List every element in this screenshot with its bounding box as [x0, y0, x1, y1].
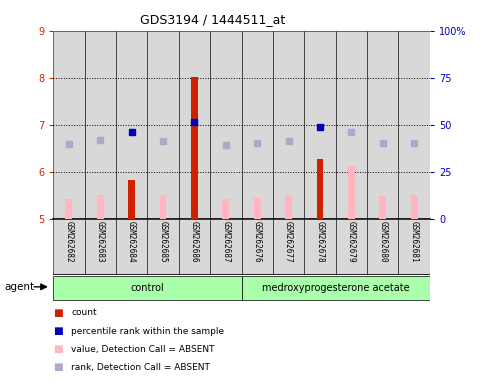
Bar: [304, 219, 336, 275]
Bar: [254, 198, 261, 219]
Bar: [367, 31, 398, 219]
Bar: [147, 31, 179, 219]
Text: control: control: [130, 283, 164, 293]
Text: ■: ■: [53, 326, 63, 336]
Text: GDS3194 / 1444511_at: GDS3194 / 1444511_at: [140, 13, 285, 26]
Text: ■: ■: [53, 362, 63, 372]
Text: count: count: [71, 308, 97, 318]
Bar: [273, 31, 304, 219]
Text: GSM262682: GSM262682: [64, 220, 73, 262]
Text: value, Detection Call = ABSENT: value, Detection Call = ABSENT: [71, 344, 215, 354]
Bar: [398, 31, 430, 219]
Bar: [65, 199, 72, 219]
Text: GSM262678: GSM262678: [315, 220, 325, 262]
Bar: [128, 180, 135, 219]
Bar: [179, 219, 210, 275]
Bar: [398, 219, 430, 275]
Bar: [273, 219, 304, 275]
Bar: [116, 219, 147, 275]
Bar: [159, 195, 167, 219]
Text: ■: ■: [53, 308, 63, 318]
Bar: [411, 195, 418, 219]
Text: GSM262687: GSM262687: [221, 220, 230, 262]
Bar: [222, 199, 229, 219]
Text: GSM262686: GSM262686: [190, 220, 199, 262]
Bar: [285, 196, 292, 219]
Text: GSM262677: GSM262677: [284, 220, 293, 262]
Text: ■: ■: [53, 344, 63, 354]
Text: GSM262683: GSM262683: [96, 220, 105, 262]
Text: GSM262680: GSM262680: [378, 220, 387, 262]
Bar: [97, 195, 104, 219]
Text: rank, Detection Call = ABSENT: rank, Detection Call = ABSENT: [71, 362, 211, 372]
Text: GSM262684: GSM262684: [127, 220, 136, 262]
Text: GSM262676: GSM262676: [253, 220, 262, 262]
Bar: [242, 219, 273, 275]
Bar: [367, 219, 398, 275]
Text: GSM262679: GSM262679: [347, 220, 356, 262]
Text: agent: agent: [5, 282, 35, 292]
Bar: [179, 31, 210, 219]
Bar: [304, 31, 336, 219]
Bar: [85, 219, 116, 275]
Bar: [379, 196, 386, 219]
Bar: [316, 159, 324, 219]
Bar: [116, 31, 147, 219]
Bar: [191, 77, 198, 219]
FancyBboxPatch shape: [53, 276, 242, 300]
Bar: [85, 31, 116, 219]
Bar: [210, 31, 242, 219]
Bar: [348, 166, 355, 219]
Bar: [336, 31, 367, 219]
Bar: [53, 31, 85, 219]
Bar: [242, 31, 273, 219]
Bar: [53, 219, 85, 275]
Bar: [147, 219, 179, 275]
Text: medroxyprogesterone acetate: medroxyprogesterone acetate: [262, 283, 410, 293]
Bar: [210, 219, 242, 275]
Text: GSM262681: GSM262681: [410, 220, 419, 262]
Bar: [336, 219, 367, 275]
FancyBboxPatch shape: [242, 276, 430, 300]
Text: percentile rank within the sample: percentile rank within the sample: [71, 326, 225, 336]
Text: GSM262685: GSM262685: [158, 220, 168, 262]
